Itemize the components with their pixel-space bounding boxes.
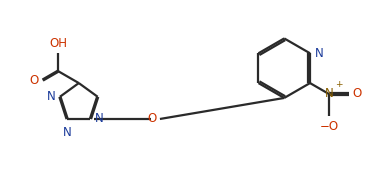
Text: O: O — [353, 87, 362, 100]
Text: N: N — [325, 87, 333, 100]
Text: OH: OH — [49, 37, 67, 50]
Text: +: + — [335, 80, 342, 89]
Text: N: N — [94, 113, 103, 126]
Text: O: O — [30, 74, 39, 87]
Text: N: N — [47, 90, 56, 103]
Text: N: N — [315, 47, 324, 60]
Text: −O: −O — [320, 120, 339, 133]
Text: N: N — [63, 126, 71, 139]
Text: O: O — [147, 113, 157, 126]
